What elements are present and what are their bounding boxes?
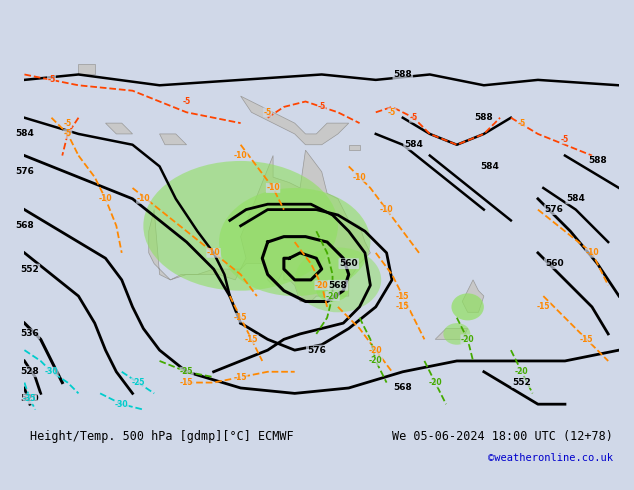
Text: 588: 588 [588, 156, 607, 166]
Text: -5: -5 [48, 75, 56, 84]
Text: Height/Temp. 500 hPa [gdmp][°C] ECMWF: Height/Temp. 500 hPa [gdmp][°C] ECMWF [30, 430, 294, 443]
Text: -15: -15 [580, 335, 593, 344]
Text: 568: 568 [394, 384, 412, 392]
Polygon shape [105, 123, 133, 134]
Text: 568: 568 [15, 221, 34, 230]
Polygon shape [149, 150, 370, 301]
Text: -10: -10 [380, 205, 393, 214]
Polygon shape [435, 328, 468, 340]
Text: -20: -20 [369, 356, 382, 366]
Text: -5: -5 [63, 129, 72, 139]
Text: -20: -20 [515, 368, 529, 376]
Text: -5: -5 [318, 102, 326, 111]
Text: -20: -20 [429, 378, 442, 387]
Text: -5: -5 [410, 113, 418, 122]
Text: 584: 584 [566, 195, 585, 203]
Polygon shape [79, 64, 94, 74]
Text: 584: 584 [15, 129, 34, 139]
Text: 576: 576 [307, 345, 326, 355]
Ellipse shape [219, 188, 370, 296]
Text: 568: 568 [328, 281, 347, 290]
Ellipse shape [451, 294, 484, 320]
Text: 584: 584 [404, 140, 423, 149]
Text: -10: -10 [136, 195, 150, 203]
Text: 588: 588 [474, 113, 493, 122]
Text: -10: -10 [99, 195, 112, 203]
Text: 552: 552 [20, 265, 39, 273]
Text: 536: 536 [20, 329, 39, 339]
Polygon shape [160, 134, 186, 145]
Text: -15: -15 [234, 313, 247, 322]
Text: 584: 584 [480, 162, 499, 171]
Text: -10: -10 [585, 248, 598, 257]
Text: -15: -15 [234, 373, 247, 382]
Polygon shape [349, 145, 359, 150]
Text: -15: -15 [396, 292, 410, 300]
Ellipse shape [295, 247, 381, 312]
Text: -20: -20 [315, 281, 328, 290]
Text: 588: 588 [394, 70, 412, 79]
Text: We 05-06-2024 18:00 UTC (12+78): We 05-06-2024 18:00 UTC (12+78) [392, 430, 613, 443]
Text: -25: -25 [180, 368, 193, 376]
Text: -15: -15 [536, 302, 550, 312]
Text: -10: -10 [266, 183, 280, 193]
Ellipse shape [316, 280, 349, 301]
Polygon shape [241, 96, 349, 145]
Text: -10: -10 [353, 172, 366, 182]
Polygon shape [462, 280, 484, 312]
Text: -10: -10 [234, 151, 247, 160]
Text: -20: -20 [326, 292, 339, 300]
Text: 560: 560 [339, 259, 358, 268]
Text: -20: -20 [369, 345, 382, 355]
Text: -15: -15 [396, 302, 410, 312]
Text: -5: -5 [183, 97, 191, 106]
Text: -30: -30 [115, 400, 129, 409]
Text: -10: -10 [207, 248, 221, 257]
Text: -5: -5 [264, 108, 272, 117]
Text: 560: 560 [545, 259, 564, 268]
Text: -5: -5 [561, 135, 569, 144]
Ellipse shape [143, 161, 338, 291]
Text: 520: 520 [20, 394, 39, 403]
Text: -25: -25 [131, 378, 145, 387]
Text: -5: -5 [517, 119, 526, 127]
Text: -5: -5 [63, 119, 72, 127]
Text: -15: -15 [180, 378, 193, 387]
Ellipse shape [443, 323, 470, 345]
Text: -20: -20 [461, 335, 474, 344]
Text: 552: 552 [512, 378, 531, 387]
Text: 528: 528 [20, 368, 39, 376]
Text: 576: 576 [15, 167, 34, 176]
Text: 576: 576 [545, 205, 564, 214]
Text: -15: -15 [245, 335, 258, 344]
Text: -5: -5 [388, 108, 396, 117]
Text: ©weatheronline.co.uk: ©weatheronline.co.uk [488, 453, 613, 463]
Text: -30: -30 [44, 368, 58, 376]
Text: -35: -35 [23, 394, 37, 403]
